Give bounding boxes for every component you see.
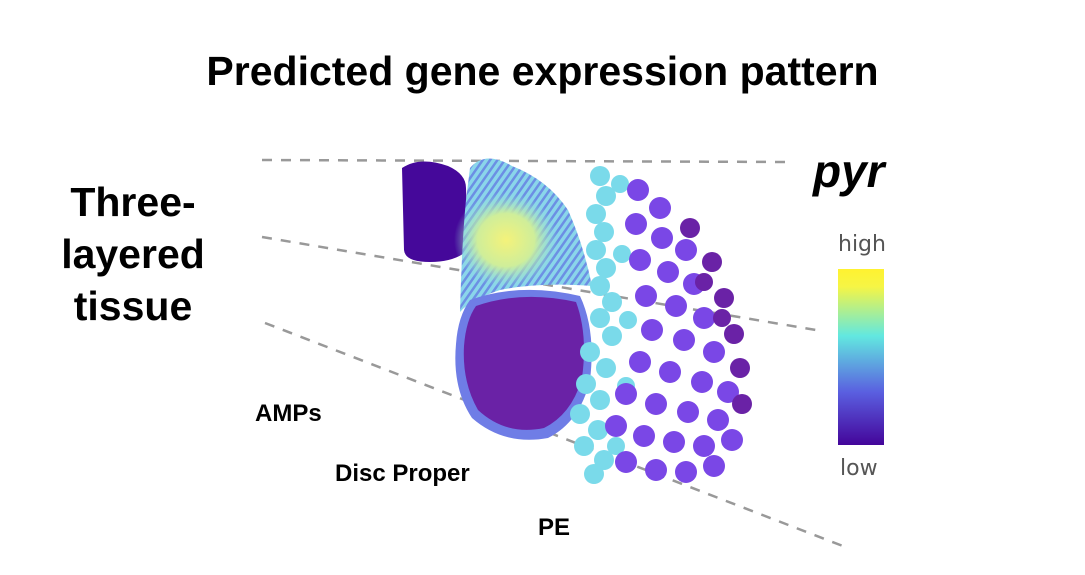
tissue-label-line-1: Three- [70, 179, 196, 225]
layer-label-amps: AMPs [255, 400, 322, 427]
colorbar-low-label: low [840, 456, 878, 481]
colorbar-high-label: high [838, 232, 886, 257]
pe-dark-dots [680, 218, 752, 414]
amps-block [402, 161, 468, 262]
gene-name: pyr [813, 145, 885, 197]
pe-cyan-dots [570, 166, 637, 484]
tissue-label-line-2: layered [61, 231, 205, 277]
disc-proper-lower [463, 296, 584, 430]
guide-line-bottom [264, 321, 849, 550]
pe-purple-dots [605, 179, 743, 483]
colorbar [838, 269, 884, 445]
tissue-label-line-3: tissue [73, 283, 193, 329]
layer-label-disc-proper: Disc Proper [335, 460, 470, 487]
high-expression-zone [454, 192, 558, 288]
guide-line-top [261, 158, 791, 164]
tissue-label: Three- layered tissue [28, 176, 238, 332]
figure-title: Predicted gene expression pattern [206, 48, 879, 94]
layer-label-pe: PE [538, 514, 571, 541]
guide-lines [261, 158, 849, 550]
